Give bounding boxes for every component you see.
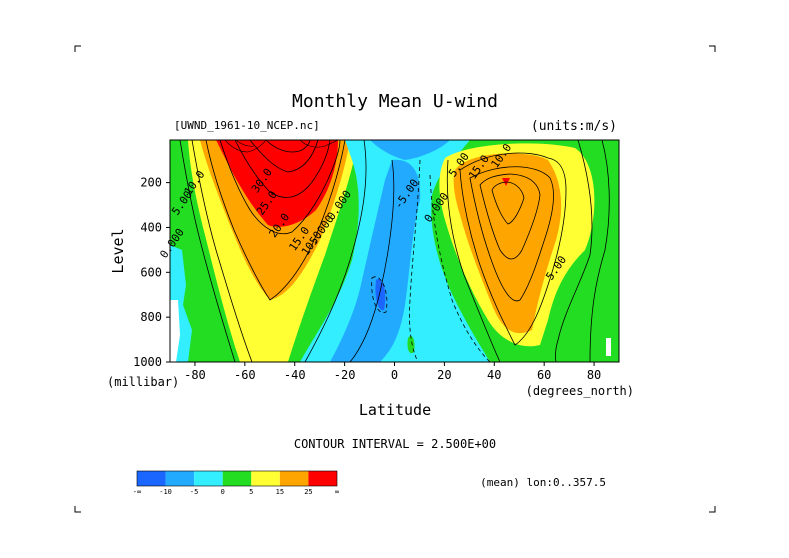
filled-contour-field <box>170 140 619 362</box>
colorbar-label: ∞ <box>335 488 339 496</box>
crop-mark-bottom-right <box>709 506 716 513</box>
crop-mark-bottom-left <box>74 506 81 513</box>
colorbar-label: 25 <box>304 488 312 496</box>
crop-marks <box>74 45 716 513</box>
colorbar-swatch <box>137 471 166 486</box>
field-small-green-blob <box>407 335 415 354</box>
colorbar-swatch <box>279 471 309 486</box>
colorbar-frame <box>136 470 338 487</box>
colorbar-label: 5 <box>249 488 253 496</box>
field-small-green-left <box>195 350 208 362</box>
contour-interval-text: CONTOUR INTERVAL = 2.500E+00 <box>294 437 496 451</box>
colorbar-label: -∞ <box>133 488 141 496</box>
y-tick-label: 400 <box>140 220 162 234</box>
field-gap-northpole <box>606 338 611 356</box>
x-tick-label: 40 <box>487 368 501 382</box>
crop-mark-top-right <box>709 45 716 52</box>
colorbar-label: 0 <box>221 488 225 496</box>
x-axis-units: (degrees_north) <box>526 384 634 398</box>
chart-title: Monthly Mean U-wind <box>292 91 498 112</box>
units-label: (units:m/s) <box>531 119 617 134</box>
y-tick-label: 1000 <box>133 355 162 369</box>
x-tick-label: -20 <box>334 368 356 382</box>
crop-mark-top-left <box>74 45 81 52</box>
x-tick-label: 0 <box>391 368 398 382</box>
colorbar-label: -5 <box>190 488 198 496</box>
colorbar-swatch <box>222 471 252 486</box>
x-tick-label: -40 <box>284 368 306 382</box>
y-tick-label: 600 <box>140 265 162 279</box>
x-tick-label: 80 <box>587 368 601 382</box>
x-tick-label: -80 <box>184 368 206 382</box>
y-tick-label: 200 <box>140 176 162 190</box>
contour-lines <box>179 140 610 362</box>
contour-lines-jet-core <box>224 140 339 153</box>
field-njet-orange <box>453 153 562 334</box>
colorbar-swatch <box>194 471 223 486</box>
y-axis-title: Level <box>109 228 127 273</box>
x-axis-title: Latitude <box>359 401 431 419</box>
x-tick-label: -60 <box>234 368 256 382</box>
y-axis-units: (millibar) <box>107 375 179 389</box>
field-small-blue-blob <box>375 279 386 311</box>
colorbar: -∞ -10 -5 0 5 15 25 ∞ <box>133 470 339 496</box>
mean-longitude-text: (mean) lon:0..357.5 <box>480 476 606 489</box>
y-tick-label: 800 <box>140 310 162 324</box>
field-tropics-blue <box>330 159 421 362</box>
colorbar-label: 15 <box>276 488 284 496</box>
y-axis: 200 400 600 800 1000 <box>133 176 170 369</box>
x-tick-label: 60 <box>537 368 551 382</box>
colorbar-swatch <box>165 471 195 486</box>
source-file-label: [UWND_1961-10_NCEP.nc] <box>174 119 320 132</box>
colorbar-swatch <box>308 471 337 486</box>
colorbar-label: -10 <box>159 488 172 496</box>
x-axis: -80 -60 -40 -20 0 20 40 60 80 <box>184 362 601 382</box>
field-westerly-southpole-blue <box>170 300 180 362</box>
x-tick-label: 20 <box>437 368 451 382</box>
field-tropics-blue-upper <box>370 140 450 160</box>
colorbar-swatch <box>251 471 280 486</box>
